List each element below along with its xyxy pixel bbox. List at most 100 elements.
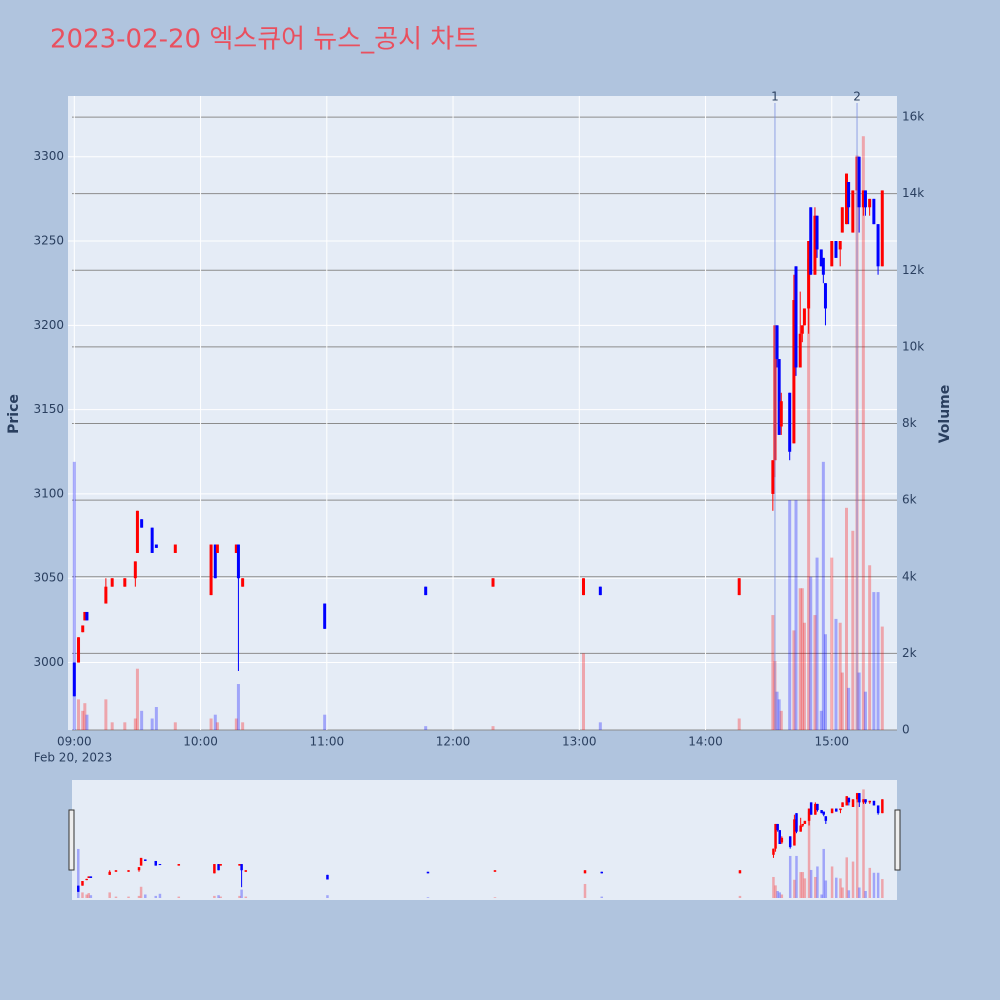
mini-candle-body [583,870,587,874]
x-tick-label: 13:00 [562,735,597,749]
mini-volume-bar [835,877,838,898]
mini-volume-bar [158,893,162,898]
mini-candle-body [835,808,838,812]
x-tick-label: 09:00 [57,735,92,749]
y-tick-label: 3250 [33,234,64,248]
candle-body [851,190,855,233]
volume-bar [110,722,114,730]
mini-candle-body [820,810,823,814]
y-tick-label: 3100 [33,486,64,500]
volume-bar [135,668,139,730]
candle-body [104,586,108,604]
mini-candle-body [238,864,241,866]
y2-tick-label: 2k [902,646,917,660]
mini-candle-body [824,816,828,821]
volume-bar [140,710,144,730]
candle-body [775,325,779,360]
mini-volume-bar [862,789,865,898]
volume-bar [807,258,811,730]
candle-body [807,241,811,309]
range-handle[interactable] [68,809,75,871]
candle-body [857,156,861,208]
candle-body [868,198,872,208]
x-tick-label: 15:00 [814,735,849,749]
mini-candle-body [89,876,93,878]
candle-body [241,578,245,587]
mini-volume-bar [778,892,781,898]
x-date-label: Feb 20, 2023 [34,751,113,765]
mini-candle-body [809,802,813,815]
volume-bar [847,687,851,730]
y2-tick-label: 0 [902,723,910,737]
range-handle[interactable] [894,809,901,871]
mini-candle-body [219,864,222,866]
mini-volume-bar [244,896,248,898]
candle-body [861,190,865,208]
volume-bar [241,722,245,730]
mini-volume-bar [219,896,222,898]
mini-candle-body [87,876,91,878]
y-tick-label: 3200 [33,318,64,332]
mini-candle-body [240,864,243,871]
mini-candle-body [326,874,329,880]
volume-bar [876,592,880,730]
candle-body [133,561,137,579]
mini-volume-bar [876,872,880,898]
mini-volume-bar [89,895,93,898]
candle-body [809,207,813,275]
volume-bar [737,718,741,730]
mini-volume-bar [326,895,329,898]
y2-axis-title: Volume [937,385,953,444]
mini-volume-bar [809,869,813,898]
candle-body [876,224,880,267]
mini-volume-bar [776,890,779,898]
mini-volume-bar [801,872,805,898]
volume-bar [880,626,884,730]
mini-candle-body [816,803,819,811]
candle-body [815,215,819,250]
mini-candle-body [795,813,798,832]
candle-body [123,578,127,587]
candle-body [863,190,867,208]
volume-bar [81,710,85,730]
y-tick-label: 3150 [33,402,64,416]
candle-body [840,207,844,233]
candle-body [491,578,495,587]
x-tick-label: 10:00 [183,735,218,749]
volume-bar [863,691,867,730]
volume-bar [234,718,238,730]
mini-volume-bar [872,872,876,898]
mini-candle-body [600,871,604,874]
mini-candle-body [868,800,872,803]
mini-candle-body [217,864,220,871]
volume-bar [72,461,76,730]
mini-candle-body [872,800,876,806]
mini-volume-bar [855,792,859,898]
mini-volume-bar [868,867,872,898]
mini-volume-bar [600,896,604,898]
volume-bar [851,530,855,730]
annotation-label: 1 [771,90,779,104]
mini-candle-body [776,823,779,831]
rangeslider[interactable] [72,780,897,900]
candle-body [213,544,217,579]
volume-bar [838,622,842,730]
y2-tick-label: 10k [902,339,924,353]
mini-candle-body [814,803,817,815]
volume-bar [788,500,792,730]
y-tick-label: 3300 [33,149,64,163]
volume-bar [840,672,844,730]
volume-bar [123,722,127,730]
mini-candle-body [85,878,88,881]
mini-candle-body [774,823,777,849]
candle-body [737,578,741,596]
mini-candle-body [158,864,162,866]
candle-body [236,544,240,579]
candle-body [792,300,796,444]
mini-candle-body [738,870,742,874]
y2-tick-label: 8k [902,416,917,430]
candle-body [821,257,825,275]
mini-volume-bar [788,855,792,898]
volume-bar [798,588,802,730]
candle-body [779,401,783,427]
